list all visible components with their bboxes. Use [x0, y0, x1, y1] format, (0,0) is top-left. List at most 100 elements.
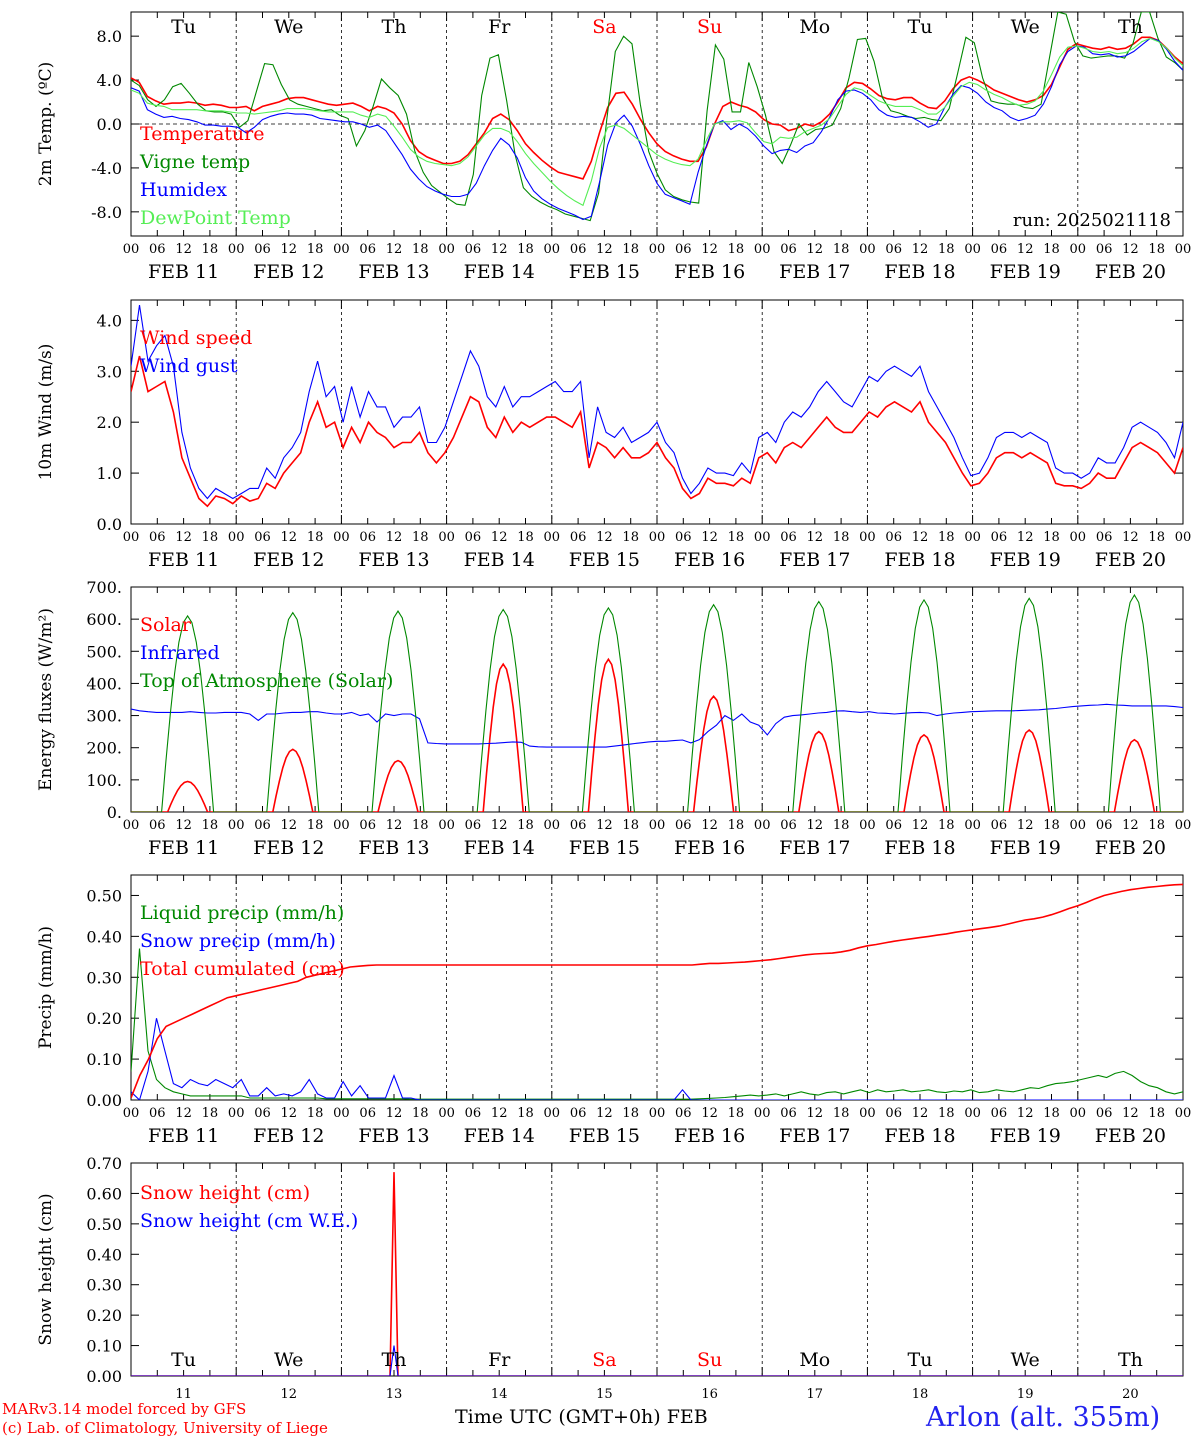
date-label: FEB 18	[884, 261, 955, 283]
hour-tick-label: 06	[149, 818, 166, 833]
legend-entry: Liquid precip (mm/h)	[140, 902, 344, 924]
hour-tick-label: 18	[517, 242, 534, 257]
hour-tick-label: 12	[281, 818, 298, 833]
hour-tick-label: 12	[386, 530, 403, 545]
y-tick-label: 0.30	[86, 1276, 122, 1295]
hour-tick-label: 06	[465, 530, 482, 545]
date-label: FEB 18	[884, 549, 955, 571]
hour-tick-label: 18	[517, 1106, 534, 1121]
hour-tick-label: 00	[438, 1106, 455, 1121]
y-tick-label: 600.	[86, 610, 122, 629]
weekday-label: Tu	[171, 16, 196, 38]
hour-tick-label: 00	[649, 818, 666, 833]
date-label: FEB 16	[674, 837, 745, 859]
day-number-label: 16	[701, 1387, 718, 1402]
hour-tick-label: 12	[1122, 1106, 1139, 1121]
hour-tick-label: 18	[728, 818, 745, 833]
hour-tick-label: 18	[412, 530, 429, 545]
hour-tick-label: 06	[149, 530, 166, 545]
hour-tick-label: 00	[859, 818, 876, 833]
y-tick-label: 0.70	[86, 1154, 122, 1173]
hour-tick-label: 12	[1122, 818, 1139, 833]
hour-tick-label: 12	[1017, 530, 1034, 545]
y-tick-label: 0.0	[97, 515, 122, 534]
plot-frame	[130, 586, 1184, 813]
weekday-label: We	[1011, 1349, 1040, 1371]
hour-tick-label: 12	[912, 818, 929, 833]
hour-tick-label: 18	[938, 530, 955, 545]
y-axis-title: Energy fluxes (W/m²)	[36, 608, 56, 791]
hour-tick-label: 00	[228, 818, 245, 833]
day-number-label: 18	[912, 1387, 929, 1402]
hour-tick-label: 00	[1070, 818, 1087, 833]
hour-tick-label: 00	[228, 1106, 245, 1121]
hour-tick-label: 12	[701, 1106, 718, 1121]
date-label: FEB 14	[464, 837, 535, 859]
hour-tick-label: 18	[833, 818, 850, 833]
hour-tick-label: 06	[149, 1106, 166, 1121]
panel-1	[130, 11, 1184, 237]
hour-tick-label: 00	[1175, 530, 1192, 545]
hour-tick-label: 12	[596, 818, 613, 833]
series-group	[131, 593, 1183, 812]
date-label: FEB 12	[253, 261, 324, 283]
date-label: FEB 18	[884, 837, 955, 859]
hour-tick-label: 00	[649, 1106, 666, 1121]
day-number-label: 12	[281, 1387, 298, 1402]
time-axis-label: Time UTC (GMT+0h) FEB	[455, 1406, 708, 1428]
hour-tick-label: 12	[1017, 818, 1034, 833]
hour-tick-label: 12	[701, 530, 718, 545]
weekday-label: Su	[697, 16, 722, 38]
date-label: FEB 19	[990, 1125, 1061, 1147]
hour-tick-label: 12	[1122, 242, 1139, 257]
y-axis-title: 10m Wind (m/s)	[36, 344, 56, 481]
hour-tick-label: 18	[728, 242, 745, 257]
hour-tick-label: 06	[991, 530, 1008, 545]
hour-tick-label: 06	[465, 818, 482, 833]
panel-5	[130, 1162, 1184, 1377]
hour-tick-label: 18	[833, 242, 850, 257]
lab-credit-line: (c) Lab. of Climatology, University of L…	[2, 1419, 328, 1437]
hour-tick-label: 06	[254, 530, 271, 545]
y-tick-label: 0.40	[86, 927, 122, 946]
hour-tick-label: 06	[991, 242, 1008, 257]
y-tick-label: 500.	[86, 642, 122, 661]
hour-tick-label: 06	[1096, 818, 1113, 833]
hour-tick-label: 00	[438, 530, 455, 545]
weekday-label: Fr	[488, 16, 511, 38]
series-line	[131, 36, 1183, 180]
hour-tick-label: 06	[570, 242, 587, 257]
date-label: FEB 11	[148, 1125, 219, 1147]
hour-tick-label: 00	[228, 530, 245, 545]
date-label: FEB 11	[148, 261, 219, 283]
weekday-label: Mo	[799, 16, 830, 38]
y-tick-label: 0.20	[86, 1306, 122, 1325]
series-line	[131, 1345, 1183, 1376]
series-group	[131, 1172, 1183, 1376]
hour-tick-label: 00	[1070, 530, 1087, 545]
panel-4	[130, 874, 1184, 1101]
date-label: FEB 13	[358, 261, 429, 283]
date-label: FEB 12	[253, 1125, 324, 1147]
y-tick-label: -8.0	[91, 203, 122, 222]
hour-tick-label: 18	[938, 1106, 955, 1121]
legend-entry: Wind gust	[140, 355, 238, 377]
hour-tick-label: 00	[1175, 1106, 1192, 1121]
y-axis-title: 2m Temp. (ºC)	[36, 62, 56, 187]
hour-tick-label: 06	[675, 242, 692, 257]
hour-tick-label: 18	[307, 1106, 324, 1121]
y-tick-label: 0.0	[97, 115, 122, 134]
hour-tick-label: 12	[912, 1106, 929, 1121]
hour-tick-label: 00	[438, 818, 455, 833]
weekday-label: Th	[382, 1349, 407, 1371]
weekday-label: Th	[1118, 1349, 1143, 1371]
weekday-label: Fr	[488, 1349, 511, 1371]
hour-tick-label: 06	[780, 818, 797, 833]
hour-tick-label: 18	[517, 818, 534, 833]
hour-tick-label: 06	[675, 530, 692, 545]
series-group	[131, 883, 1183, 1100]
hour-tick-label: 06	[465, 1106, 482, 1121]
hour-tick-label: 18	[307, 242, 324, 257]
hour-tick-label: 06	[780, 242, 797, 257]
